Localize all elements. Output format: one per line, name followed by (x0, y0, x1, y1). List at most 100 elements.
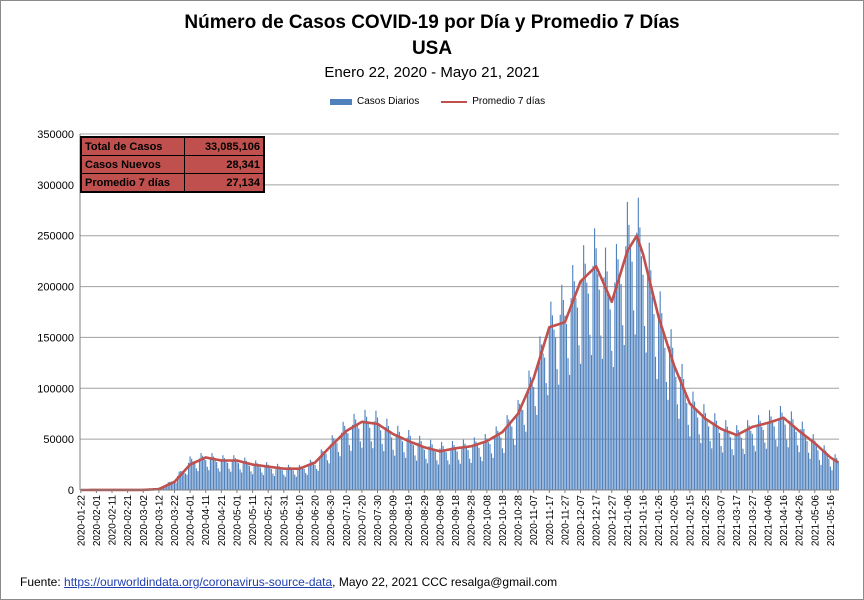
bar (698, 434, 700, 490)
bar (809, 458, 811, 490)
bar (729, 437, 732, 490)
x-tick-label: 2020-11-17 (545, 495, 556, 546)
bar (344, 425, 346, 490)
bar (509, 424, 511, 490)
bar (609, 309, 611, 490)
bar (381, 444, 383, 490)
x-tick-label: 2020-04-11 (201, 495, 212, 546)
bar (634, 334, 636, 490)
bar (778, 417, 780, 490)
bar (795, 431, 797, 490)
bar (242, 461, 244, 490)
bar (415, 460, 418, 490)
bar (480, 456, 482, 490)
bar (743, 454, 746, 490)
bar (440, 441, 443, 490)
bar (820, 464, 822, 490)
bar (598, 289, 600, 490)
x-tick-label: 2021-03-17 (732, 495, 743, 547)
bar (473, 437, 475, 490)
bar (528, 370, 530, 490)
bar (709, 440, 711, 490)
bar (186, 474, 188, 490)
bar (790, 411, 792, 490)
bar (720, 446, 722, 490)
bar (458, 459, 460, 490)
bar (740, 437, 742, 490)
bar (420, 441, 422, 490)
bar (383, 451, 385, 490)
y-tick-label: 350000 (37, 129, 74, 141)
footer-suffix: , Mayo 22, 2021 CCC resalga@gmail.com (332, 575, 558, 589)
bar (228, 468, 230, 490)
bar (597, 273, 599, 490)
bar (320, 449, 322, 490)
x-tick-label: 2021-05-16 (826, 495, 837, 547)
x-tick-label: 2020-11-27 (560, 495, 571, 546)
bar (266, 462, 268, 490)
bar (173, 482, 176, 490)
x-tick-label: 2020-10-08 (482, 495, 493, 547)
bar (184, 473, 186, 490)
x-tick-label: 2020-12-17 (592, 495, 603, 547)
bar (484, 434, 486, 490)
bar (311, 461, 313, 490)
x-tick-label: 2021-01-16 (639, 495, 650, 547)
bar (189, 456, 191, 490)
bar (818, 459, 821, 490)
bar (422, 446, 424, 490)
x-tick-label: 2020-02-21 (123, 495, 134, 547)
bar (807, 452, 810, 490)
bar (506, 415, 508, 490)
bar (693, 401, 696, 490)
stats-table: Total de Casos 33,085,106 Casos Nuevos 2… (80, 136, 265, 193)
bar (323, 452, 325, 490)
bar (826, 455, 828, 490)
stats-avg-label: Promedio 7 días (80, 173, 185, 193)
bar (678, 418, 680, 490)
bar (564, 315, 566, 490)
source-link[interactable]: https://ourworldindata.org/coronavirus-s… (64, 575, 333, 589)
bar (169, 481, 171, 490)
bar (378, 425, 380, 490)
y-tick-label: 100000 (37, 383, 74, 395)
bar (636, 232, 638, 490)
bar (459, 463, 461, 490)
bar (722, 452, 724, 490)
bar (334, 441, 336, 490)
x-tick-label: 2020-07-10 (342, 495, 353, 547)
bar (303, 468, 305, 490)
bar (623, 344, 625, 490)
bar (653, 314, 655, 490)
bar (369, 427, 371, 490)
bar (525, 431, 527, 490)
bar (547, 395, 549, 490)
bar (180, 471, 182, 490)
bar (556, 369, 558, 490)
bar (759, 420, 761, 490)
bar (734, 433, 736, 490)
bar (768, 410, 771, 490)
bar (358, 428, 360, 490)
bar (817, 450, 819, 490)
bar (470, 462, 472, 490)
bar (726, 426, 728, 490)
bar (511, 426, 513, 490)
bar (298, 464, 300, 490)
x-tick-label: 2020-12-27 (607, 495, 618, 547)
bar (195, 468, 197, 490)
x-tick-label: 2020-05-21 (264, 495, 275, 547)
bar (187, 462, 190, 490)
bar (322, 451, 324, 490)
bar (241, 472, 243, 490)
y-tick-label: 300000 (37, 180, 74, 192)
bar (500, 437, 502, 490)
bar (801, 421, 803, 490)
bar (350, 450, 352, 490)
y-tick-label: 50000 (43, 434, 74, 446)
legend-bar-label: Casos Diarios (357, 96, 420, 107)
bar (384, 427, 386, 490)
bar (831, 470, 833, 490)
chart-title: Número de Casos COVID-19 por Día y Prome… (184, 12, 680, 33)
